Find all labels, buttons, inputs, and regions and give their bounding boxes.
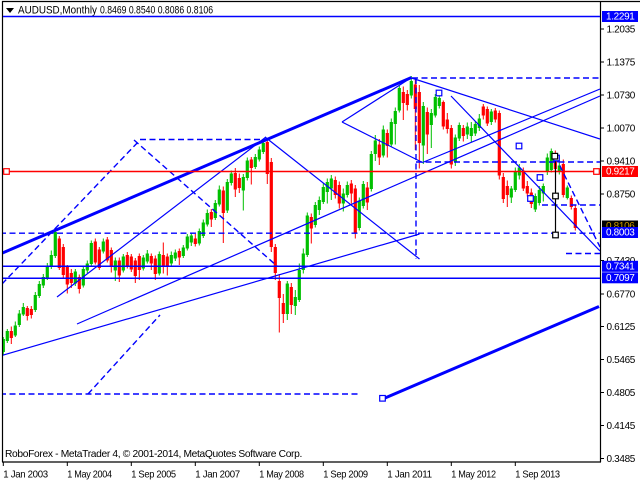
svg-text:AUDUSD,Monthly: AUDUSD,Monthly xyxy=(18,5,97,17)
svg-text:0.9217: 0.9217 xyxy=(606,166,635,178)
svg-text:0.8003: 0.8003 xyxy=(606,227,635,239)
svg-text:1 Jan 2003: 1 Jan 2003 xyxy=(3,468,48,480)
svg-text:1 May 2012: 1 May 2012 xyxy=(451,468,496,480)
svg-text:0.6125: 0.6125 xyxy=(607,321,636,333)
svg-text:1 Sep 2005: 1 Sep 2005 xyxy=(131,468,176,480)
svg-text:1.0730: 1.0730 xyxy=(607,90,636,102)
svg-text:1.0070: 1.0070 xyxy=(607,123,636,135)
svg-text:1 Jan 2011: 1 Jan 2011 xyxy=(387,468,432,480)
svg-text:0.3485: 0.3485 xyxy=(607,453,636,465)
svg-text:1 Jan 2007: 1 Jan 2007 xyxy=(195,468,240,480)
svg-text:1.2035: 1.2035 xyxy=(607,24,636,36)
svg-text:1.1375: 1.1375 xyxy=(607,57,636,69)
svg-text:0.4805: 0.4805 xyxy=(607,387,636,399)
svg-text:0.6770: 0.6770 xyxy=(607,289,636,301)
svg-text:1 Sep 2013: 1 Sep 2013 xyxy=(515,468,560,480)
svg-text:0.5465: 0.5465 xyxy=(607,354,636,366)
svg-text:0.9410: 0.9410 xyxy=(607,156,636,168)
svg-text:1 May 2004: 1 May 2004 xyxy=(67,468,112,480)
svg-text:1 May 2008: 1 May 2008 xyxy=(259,468,304,480)
svg-text:1.2291: 1.2291 xyxy=(606,11,635,23)
svg-text:0.8469 0.8540 0.8086 0.8106: 0.8469 0.8540 0.8086 0.8106 xyxy=(100,5,213,17)
svg-text:RoboForex - MetaTrader 4, © 20: RoboForex - MetaTrader 4, © 2001-2014, M… xyxy=(5,448,302,460)
svg-text:0.7097: 0.7097 xyxy=(606,272,635,284)
svg-text:0.4145: 0.4145 xyxy=(607,420,636,432)
svg-text:1 Sep 2009: 1 Sep 2009 xyxy=(323,468,368,480)
svg-text:0.8750: 0.8750 xyxy=(607,189,636,201)
svg-text:0.7341: 0.7341 xyxy=(606,261,635,273)
